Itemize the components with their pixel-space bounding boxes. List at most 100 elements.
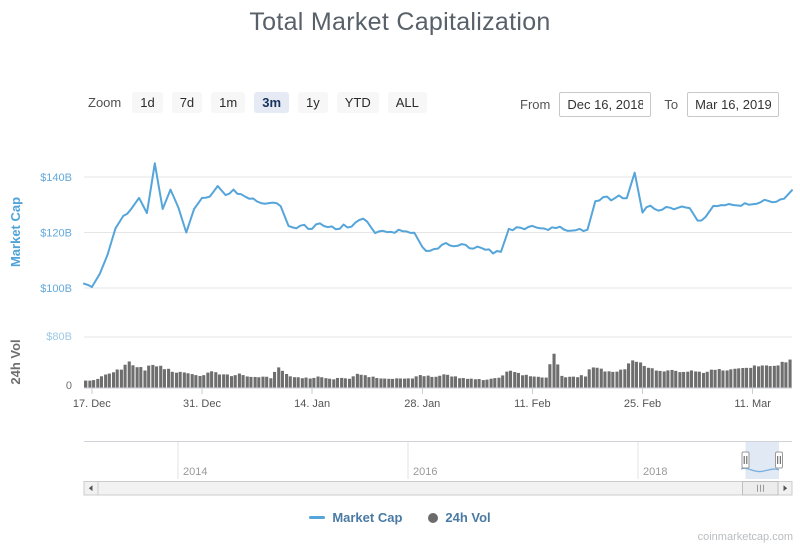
- volume-bar: [202, 375, 206, 388]
- to-label: To: [664, 97, 679, 112]
- zoom-button-3m[interactable]: 3m: [254, 92, 290, 113]
- zoom-button-1m[interactable]: 1m: [211, 92, 246, 113]
- x-tick-label: 25. Feb: [624, 398, 661, 410]
- volume-bar: [178, 371, 182, 388]
- volume-bar: [634, 361, 638, 388]
- volume-bar: [725, 370, 729, 388]
- volume-bar: [705, 371, 709, 388]
- zoom-button-ytd[interactable]: YTD: [336, 92, 379, 113]
- volume-bar: [481, 380, 485, 388]
- volume-bar: [159, 365, 163, 388]
- volume-bar: [446, 374, 450, 388]
- volume-bar: [662, 371, 666, 388]
- volume-bar: [489, 378, 493, 388]
- volume-bar: [568, 376, 572, 388]
- zoom-toolbar: Zoom 1d 7d 1m 3m 1y YTD ALL: [88, 92, 427, 113]
- volume-bar: [564, 377, 568, 388]
- volume-bar: [300, 378, 304, 388]
- volume-bar: [689, 370, 694, 388]
- volume-bar: [355, 373, 359, 388]
- volume-bar: [713, 369, 717, 388]
- navigator-selected-range[interactable]: [745, 442, 780, 479]
- line-marker-icon: [309, 516, 326, 519]
- volume-bar: [131, 365, 135, 388]
- x-tick-label: 11. Mar: [734, 398, 771, 410]
- volume-bar: [367, 377, 371, 388]
- legend-item-24h-vol[interactable]: 24h Vol: [428, 510, 491, 525]
- volume-bar: [269, 378, 273, 388]
- volume-bar: [682, 371, 686, 388]
- volume-bar: [697, 371, 701, 388]
- volume-bar: [465, 378, 470, 388]
- volume-bar: [253, 376, 257, 388]
- volume-bar: [296, 377, 300, 388]
- volume-bar: [757, 366, 761, 388]
- navigator-handle-right[interactable]: [775, 451, 783, 469]
- volume-bar: [595, 367, 599, 388]
- volume-bar: [571, 376, 576, 388]
- market-cap-line: [83, 162, 793, 288]
- volume-bar: [288, 376, 292, 388]
- scrollbar-right-arrow-icon: [783, 485, 788, 492]
- volume-bar: [485, 379, 489, 388]
- volume-bar: [438, 375, 442, 388]
- volume-bar: [280, 370, 284, 388]
- navigator-handle-left[interactable]: [741, 451, 750, 469]
- navigator-year-label: 2016: [413, 466, 437, 478]
- volume-bar: [521, 375, 525, 388]
- vol-ytick-0: 0: [66, 380, 72, 392]
- volume-bar: [292, 377, 296, 388]
- volume-bar: [461, 378, 465, 388]
- zoom-button-7d[interactable]: 7d: [171, 92, 203, 113]
- from-date-input[interactable]: [559, 92, 652, 117]
- volume-bar: [733, 368, 737, 388]
- mc-axis-title: Market Cap: [8, 197, 23, 267]
- volume-bar: [619, 369, 623, 388]
- zoom-button-1y[interactable]: 1y: [298, 92, 328, 113]
- volume-bar: [379, 378, 383, 388]
- volume-bar: [721, 370, 725, 388]
- volume-bar: [190, 374, 194, 388]
- volume-bar: [729, 369, 733, 388]
- volume-bar: [155, 366, 159, 388]
- volume-bar: [222, 374, 226, 388]
- volume-bar: [469, 378, 473, 388]
- volume-bar: [406, 378, 410, 388]
- volume-bar: [607, 371, 611, 388]
- volume-bar: [497, 377, 501, 388]
- volume-bar: [285, 373, 289, 388]
- volume-bar: [182, 372, 186, 388]
- volume-bar: [320, 377, 324, 388]
- volume-bar: [403, 378, 407, 388]
- legend-item-market-cap[interactable]: Market Cap: [309, 510, 402, 525]
- volume-bar: [627, 363, 631, 388]
- date-range-toolbar: From To: [520, 92, 780, 117]
- volume-bar: [174, 372, 178, 388]
- volume-bar: [611, 371, 615, 388]
- volume-bar: [560, 375, 564, 388]
- zoom-button-all[interactable]: ALL: [387, 92, 427, 113]
- volume-bar: [434, 376, 438, 388]
- volume-bar: [312, 377, 316, 388]
- volume-bar: [701, 372, 706, 388]
- volume-bar: [430, 376, 434, 388]
- volume-bar: [591, 367, 595, 388]
- volume-bar: [371, 376, 375, 388]
- volume-bar: [442, 374, 446, 388]
- mc-ytick-label: $120B: [40, 228, 72, 240]
- volume-bar: [383, 378, 387, 388]
- volume-bar: [776, 365, 780, 388]
- volume-bar: [249, 376, 253, 388]
- to-date-input[interactable]: [687, 92, 780, 117]
- volume-bar: [214, 372, 218, 388]
- volume-bar: [206, 372, 210, 388]
- x-tick-label: 31. Dec: [183, 398, 221, 410]
- volume-bar: [225, 374, 229, 388]
- volume-bar: [516, 372, 520, 388]
- volume-bar: [96, 378, 100, 388]
- zoom-button-1d[interactable]: 1d: [132, 92, 163, 113]
- volume-bar: [764, 365, 768, 388]
- scrollbar-track[interactable]: [83, 481, 793, 496]
- volume-bar: [257, 377, 261, 388]
